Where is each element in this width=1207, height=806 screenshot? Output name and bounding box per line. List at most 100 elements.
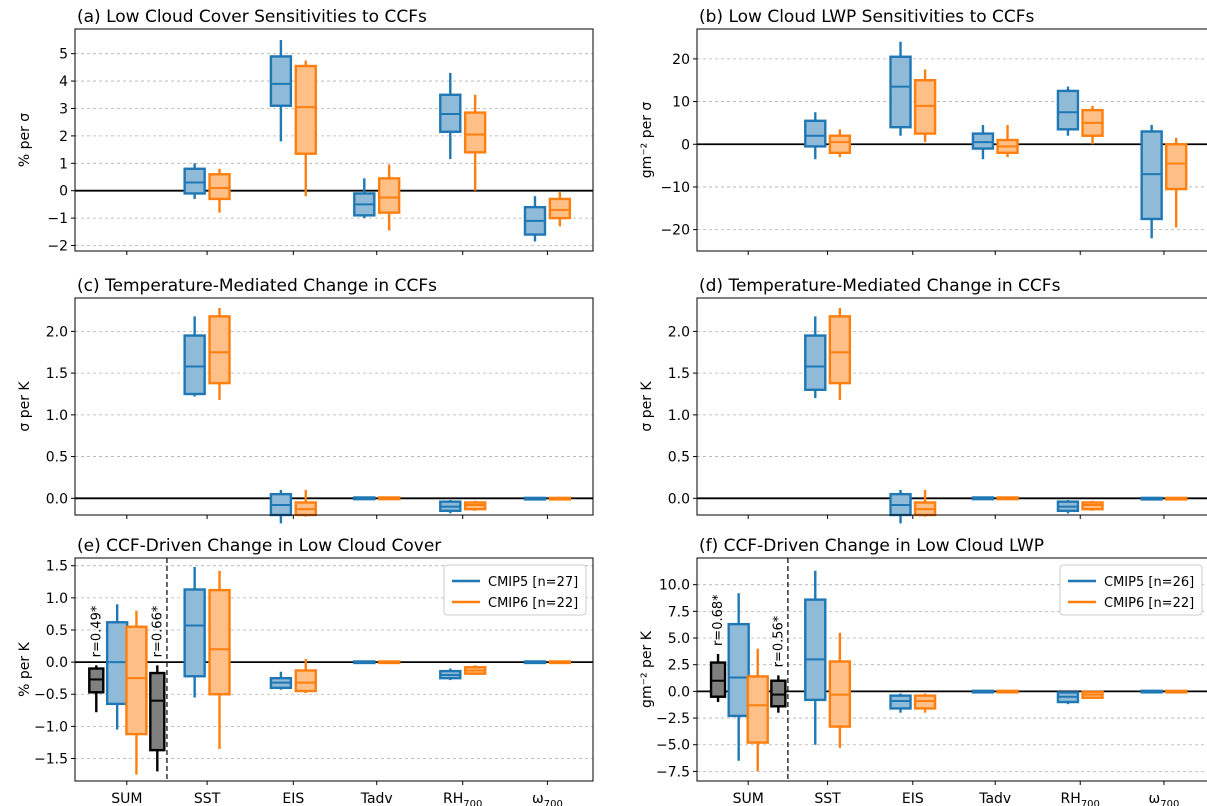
y-axis-label: gm⁻² per K	[639, 630, 655, 708]
box-cmip5-eis	[269, 671, 293, 690]
box-body	[746, 675, 769, 744]
panel-a: −2 −1 0 1 2 3 4 5 (a) Low Cloud Cover Sensitivit…	[17, 7, 594, 255]
box-cmip5-sum	[727, 593, 750, 761]
x-tick-label-base: RH	[443, 791, 463, 806]
box-cmip6-eis	[294, 60, 317, 197]
box-cmip6-eis	[913, 693, 937, 713]
x-tick-label-base: SUM	[733, 791, 764, 806]
correlation-label: r=0.56*	[771, 615, 786, 667]
box-cmip6-ω700	[1165, 137, 1188, 228]
y-axis-label: σ per K	[639, 381, 655, 432]
box-body	[208, 588, 231, 696]
box-cmip6-tadv	[377, 496, 401, 501]
y-tick-label: 0	[681, 137, 690, 153]
box-cmip6-eis	[294, 658, 317, 693]
box-cmip6-ω700	[1165, 689, 1188, 694]
x-tick-label: EIS	[902, 791, 924, 806]
x-tick-label: ω700	[1149, 791, 1180, 806]
box-body	[709, 661, 727, 698]
x-tick-label-base: SST	[814, 791, 841, 806]
x-tick-label: RH700	[1061, 791, 1100, 806]
box-cmip5-ω700	[1140, 125, 1163, 239]
box-sum5-sum: r=0.68*	[709, 594, 727, 703]
y-tick-label: 1.5	[46, 366, 68, 382]
box-cmip5-ω700	[523, 660, 547, 665]
y-tick-label: 4	[59, 74, 68, 90]
y-tick-label: 1	[59, 156, 68, 172]
box-body	[889, 694, 912, 710]
box-cmip6-sst	[828, 308, 852, 400]
y-tick-label: 0.5	[46, 623, 68, 639]
box-body	[828, 315, 852, 385]
y-tick-label: −10	[660, 180, 690, 196]
box-cmip5-rh700	[1056, 691, 1080, 705]
y-tick-label: 0.0	[46, 655, 68, 671]
box-cmip6-ω700	[548, 192, 572, 227]
box-sum6-sum: r=0.66*	[149, 605, 166, 772]
box-cmip5-rh700	[439, 668, 462, 681]
panel-title: (d) Temperature-Mediated Change in CCFs	[699, 276, 1061, 296]
box-cmip6-eis	[294, 489, 317, 517]
legend-label: CMIP5 [n=26]	[1104, 575, 1194, 590]
box-body	[294, 669, 317, 693]
box-cmip6-ω700	[1165, 496, 1188, 501]
y-axis-label: gm⁻² per σ	[639, 102, 655, 179]
box-body	[804, 598, 827, 702]
box-body	[889, 55, 912, 129]
y-tick-label: 1.5	[46, 559, 68, 575]
panel-title: (e) CCF-Driven Change in Low Cloud Cover	[77, 536, 441, 556]
y-tick-label: −7.5	[656, 764, 690, 780]
box-cmip5-sst	[804, 570, 827, 745]
box-body	[1056, 89, 1080, 131]
y-tick-label: 10.0	[659, 578, 690, 594]
box-body	[183, 334, 206, 396]
box-cmip6-sst	[208, 570, 231, 749]
box-cmip6-ω700	[548, 660, 572, 665]
x-tick-label: Tadv	[360, 791, 393, 806]
box-cmip5-ω700	[523, 496, 547, 501]
box-body	[804, 119, 827, 148]
y-tick-label: 10	[672, 95, 690, 111]
box-cmip6-tadv	[996, 496, 1019, 501]
box-cmip6-tadv	[377, 660, 401, 665]
x-tick-label: SUM	[111, 791, 142, 806]
box-cmip6-sst	[208, 168, 231, 213]
box-cmip6-sum	[125, 610, 148, 775]
x-tick-label: Tadv	[978, 791, 1011, 806]
box-cmip5-sum	[105, 604, 129, 730]
box-cmip5-rh700	[439, 72, 462, 160]
box-cmip6-tadv	[996, 125, 1019, 158]
legend: CMIP5 [n=27] CMIP6 [n=22]	[443, 564, 587, 616]
x-tick-label: EIS	[282, 791, 304, 806]
box-cmip6-eis	[913, 489, 937, 517]
box-body	[804, 334, 827, 392]
box-body	[770, 679, 787, 708]
x-tick-label: ω700	[532, 791, 563, 806]
panel-f: r=0.68* r=0.56* −7.5 −5.0 −2.5 0.0 2.5 5.0 7.5 10…	[639, 536, 1207, 806]
y-tick-label: 5	[59, 47, 68, 63]
box-cmip5-tadv	[353, 178, 376, 219]
box-cmip5-sst	[804, 112, 827, 160]
box-cmip6-rh700	[1081, 105, 1104, 145]
box-cmip5-ω700	[523, 196, 547, 242]
box-cmip5-eis	[269, 489, 293, 524]
y-tick-label: 3	[59, 101, 68, 117]
x-tick-label-subscript: 700	[544, 799, 563, 806]
y-tick-label: 1.0	[46, 408, 68, 424]
y-tick-label: 2.5	[668, 658, 690, 674]
y-tick-label: 1.0	[46, 591, 68, 607]
panel-d: 0.0 0.5 1.0 1.5 2.0 (d) Temperature-Mediated …	[639, 276, 1207, 524]
y-tick-label: 1.0	[668, 408, 690, 424]
box-body	[377, 177, 401, 214]
x-tick-label: RH700	[443, 791, 482, 806]
box-body	[1165, 143, 1188, 191]
correlation-label: r=0.49*	[89, 605, 104, 657]
correlation-label: r=0.68*	[711, 594, 726, 646]
x-tick-label-base: EIS	[902, 791, 924, 806]
box-cmip5-ω700	[1140, 496, 1163, 501]
y-tick-label: 2.0	[46, 324, 68, 340]
box-cmip5-ω700	[1140, 689, 1163, 694]
box-body	[208, 315, 231, 385]
y-tick-label: 2	[59, 129, 68, 145]
